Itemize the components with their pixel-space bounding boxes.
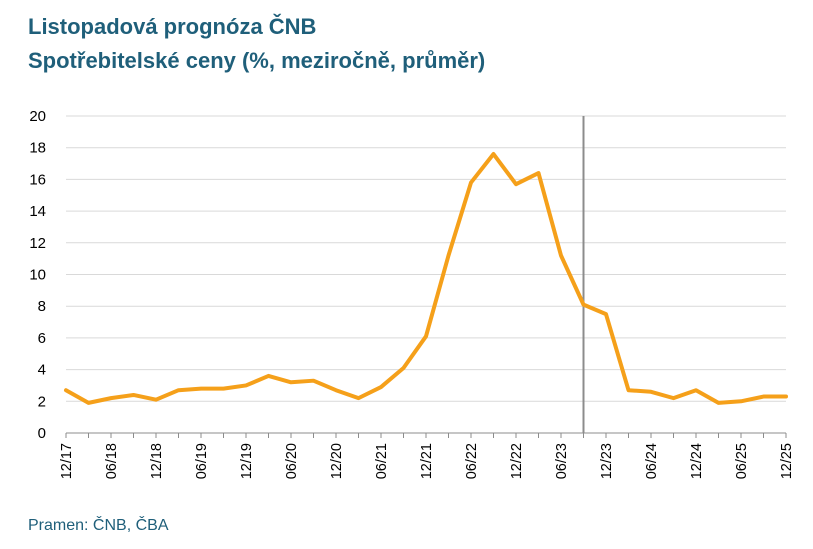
x-tick-label-06-24: 06/24 <box>644 443 660 479</box>
data-point <box>626 388 631 392</box>
y-tick-label-16: 16 <box>29 171 46 188</box>
y-tick-label-20: 20 <box>29 108 46 125</box>
data-point <box>694 388 698 392</box>
x-tick-label-06-19: 06/19 <box>194 443 210 479</box>
data-point <box>671 396 676 400</box>
chart-title: Listopadová prognóza ČNB <box>28 14 317 39</box>
data-point <box>334 388 338 392</box>
data-point <box>64 388 68 392</box>
data-point <box>131 393 136 397</box>
data-point <box>289 380 293 384</box>
x-tick-label-06-22: 06/22 <box>464 443 480 479</box>
x-tick-label-12-24: 12/24 <box>689 443 705 479</box>
y-tick-label-0: 0 <box>38 425 46 442</box>
x-tick-label-12-22: 12/22 <box>509 443 525 479</box>
x-tick-label-12-17: 12/17 <box>59 443 75 479</box>
data-point <box>424 334 428 338</box>
data-point <box>716 401 721 405</box>
data-point <box>739 399 743 403</box>
data-point <box>221 387 226 391</box>
y-tick-label-4: 4 <box>38 362 46 379</box>
gridlines <box>66 115 786 402</box>
data-point <box>784 394 788 399</box>
y-tick-label-18: 18 <box>29 140 46 157</box>
data-point <box>514 182 518 186</box>
series <box>64 152 788 405</box>
source-note: Pramen: ČNB, ČBA <box>28 517 169 534</box>
data-point <box>154 398 158 402</box>
data-point <box>311 379 316 383</box>
y-tick-label-6: 6 <box>38 330 46 347</box>
x-tick-label-12-21: 12/21 <box>419 443 435 479</box>
y-tick-label-10: 10 <box>29 267 46 284</box>
y-tick-label-8: 8 <box>38 298 46 315</box>
axes <box>65 116 787 438</box>
y-axis-tick-labels: 0 2 4 6 8 10 12 14 16 18 20 <box>29 108 46 442</box>
x-tick-label-06-20: 06/20 <box>284 443 300 479</box>
x-tick-label-06-25: 06/25 <box>734 443 750 479</box>
data-point <box>559 253 563 258</box>
data-point <box>109 396 113 400</box>
data-point <box>176 388 181 392</box>
series-line-0 <box>64 152 788 405</box>
data-point <box>604 312 608 316</box>
x-tick-label-12-23: 12/23 <box>599 443 615 479</box>
data-point <box>356 396 361 400</box>
x-tick-label-06-18: 06/18 <box>104 443 120 479</box>
data-point <box>379 385 383 389</box>
data-point <box>536 171 541 175</box>
x-tick-label-06-23: 06/23 <box>554 443 570 479</box>
y-tick-label-14: 14 <box>29 203 46 220</box>
data-point <box>266 374 271 378</box>
data-point <box>199 387 203 391</box>
x-tick-label-12-19: 12/19 <box>239 443 255 479</box>
x-tick-label-12-20: 12/20 <box>329 443 345 479</box>
y-tick-label-2: 2 <box>38 393 46 410</box>
x-axis-tick-labels: 12/17 06/18 12/18 06/19 12/19 06/20 12/20 06/21… <box>59 443 795 479</box>
data-point <box>244 383 248 388</box>
data-point <box>649 390 653 394</box>
x-tick-label-12-18: 12/18 <box>149 443 165 479</box>
data-point <box>491 152 496 156</box>
data-point <box>469 180 473 185</box>
y-tick-label-12: 12 <box>29 235 46 252</box>
chart-title-block: Listopadová prognóza ČNB Spotřebitelské … <box>28 10 485 78</box>
chart-subtitle: Spotřebitelské ceny (%, meziročně, průmě… <box>28 48 486 73</box>
x-tick-label-12-25: 12/25 <box>779 443 795 479</box>
data-point <box>581 303 586 307</box>
data-point <box>761 394 766 399</box>
data-point <box>86 401 91 405</box>
x-tick-label-06-21: 06/21 <box>374 443 390 479</box>
data-point <box>401 366 406 370</box>
data-point <box>446 253 451 258</box>
